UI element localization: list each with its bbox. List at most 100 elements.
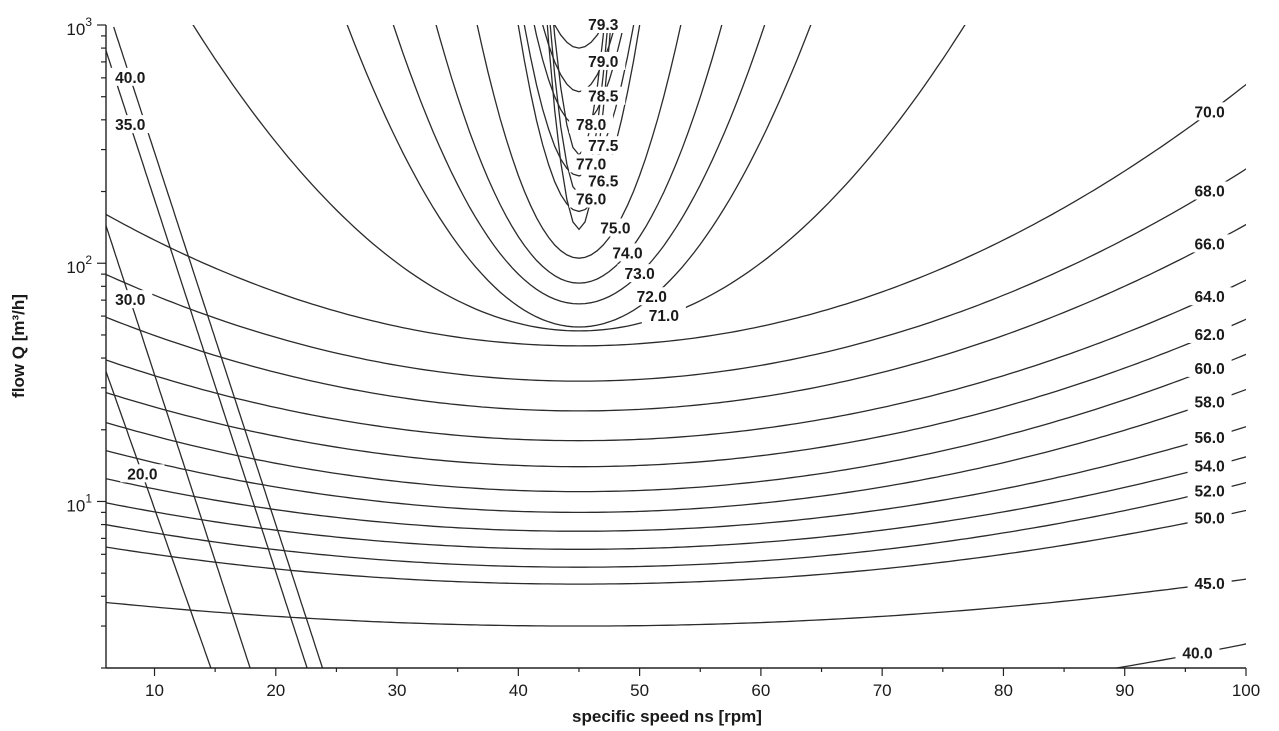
contour-labels: 79.3 79.0 78.5 78.0 77.577.076.576.0 75.0 74.0… (108, 15, 1232, 663)
contour-line-77.5 (523, 25, 635, 177)
contour-line-35.0 (106, 48, 308, 668)
contour-label-bg (1187, 102, 1232, 121)
x-axis-title: specific speed ns [rpm] (572, 707, 762, 726)
contour-label-bg (1187, 324, 1232, 343)
contour-label-bg (569, 189, 614, 208)
contour-line-40.0 (113, 26, 324, 668)
y-axis: 101 102 103 flow Q [m³/h] (9, 15, 107, 669)
contour-label: 35.0 (115, 117, 145, 134)
x-tick-label: 30 (388, 681, 407, 700)
contour-label-bg (581, 51, 626, 70)
contour-label: 75.0 (600, 220, 630, 237)
x-tick-label: 80 (994, 681, 1013, 700)
contour-label: 40.0 (1182, 646, 1212, 663)
contour-label: 79.3 (588, 17, 619, 34)
contour-line-66.0 (106, 223, 1246, 412)
x-tick-label: 10 (145, 681, 164, 700)
contour-label: 66.0 (1195, 236, 1225, 253)
contour-label: 56.0 (1195, 430, 1225, 447)
contour-line-64.0 (106, 279, 1246, 442)
contour-label: 45.0 (1195, 576, 1225, 593)
contour-line-54.0 (106, 456, 1246, 550)
y-tick-label: 101 (66, 491, 92, 515)
contour-line-50.0 (106, 509, 1246, 585)
contour-label: 73.0 (625, 266, 655, 283)
contour-label: 54.0 (1195, 459, 1225, 476)
contour-line-76.5 (517, 25, 641, 213)
contour-line-52.0 (106, 481, 1246, 568)
contour-label-bg (629, 287, 674, 306)
contour-label: 70.0 (1195, 104, 1225, 121)
contour-label-bg (108, 115, 153, 134)
y-axis-ticks: 101 102 103 (66, 15, 106, 669)
contour-line-56.0 (106, 426, 1246, 532)
x-axis-ticks: 10 20 30 40 50 60 70 80 90 100 (145, 668, 1260, 700)
contour-label-bg (1187, 574, 1232, 593)
contour-label: 30.0 (115, 292, 145, 309)
contour-line-30.0 (106, 223, 251, 668)
y-tick-label: 102 (66, 253, 92, 277)
contour-line-73.0 (392, 25, 766, 305)
contour-label-bg (569, 154, 614, 173)
contour-lines (106, 25, 1246, 668)
contour-line-74.0 (435, 25, 723, 284)
contour-label-bg (108, 290, 153, 309)
contour-label-bg (1187, 358, 1232, 377)
contour-line-68.0 (106, 168, 1246, 382)
contour-label: 68.0 (1195, 184, 1225, 201)
y-tick-label: 103 (66, 15, 92, 39)
contour-label-bg (581, 136, 626, 155)
contour-line-75.0 (476, 25, 682, 259)
contour-label: 76.5 (588, 174, 619, 191)
contour-line-20.0 (106, 369, 212, 668)
x-tick-label: 90 (1115, 681, 1134, 700)
contour-label-bg (581, 15, 626, 33)
contour-label: 60.0 (1195, 361, 1225, 378)
contour-label: 52.0 (1195, 484, 1225, 501)
contour-label: 76.0 (576, 192, 606, 209)
contour-label: 64.0 (1195, 289, 1225, 306)
contour-label: 40.0 (115, 70, 145, 87)
x-tick-label: 60 (751, 681, 770, 700)
contour-label-bg (605, 243, 650, 262)
contour-label-bg (1187, 392, 1232, 411)
contour-label-bg (1187, 181, 1232, 200)
contour-line-76.0 (546, 25, 612, 231)
contour-label: 79.0 (588, 54, 618, 71)
contour-label-bg (569, 115, 614, 134)
contour-label: 58.0 (1195, 395, 1225, 412)
contour-label-bg (1187, 481, 1232, 500)
contour-label-bg (581, 171, 626, 190)
contour-label-bg (641, 306, 686, 325)
contour-label: 78.0 (576, 117, 606, 134)
contour-label: 50.0 (1195, 510, 1225, 527)
contour-label-bg (1187, 456, 1232, 475)
contour-label: 20.0 (127, 466, 157, 483)
x-tick-label: 40 (509, 681, 528, 700)
contour-label-bg (120, 464, 165, 483)
contour-label: 78.5 (588, 89, 619, 106)
x-tick-label: 20 (266, 681, 285, 700)
y-axis-title: flow Q [m³/h] (9, 294, 28, 398)
contour-line-72.0 (346, 25, 812, 328)
contour-label-bg (1175, 643, 1220, 662)
contour-label: 74.0 (612, 245, 642, 262)
contour-label-bg (617, 264, 662, 283)
contour-line-79.3 (553, 25, 604, 49)
contour-line-70.0 (106, 83, 1246, 347)
contour-label: 62.0 (1195, 327, 1225, 344)
x-tick-label: 100 (1232, 681, 1260, 700)
contour-label: 77.5 (588, 138, 619, 155)
x-tick-label: 50 (630, 681, 649, 700)
contour-line-78.5 (533, 25, 625, 128)
contour-label-bg (1187, 287, 1232, 306)
contour-line-77.0 (549, 25, 609, 196)
contour-line-62.0 (106, 318, 1246, 468)
contour-label-bg (581, 86, 626, 105)
contour-line-60.0 (106, 353, 1246, 493)
contour-label-bg (1187, 508, 1232, 527)
contour-line-58.0 (106, 388, 1246, 514)
contour-label: 77.0 (576, 156, 606, 173)
contour-label: 72.0 (637, 289, 667, 306)
